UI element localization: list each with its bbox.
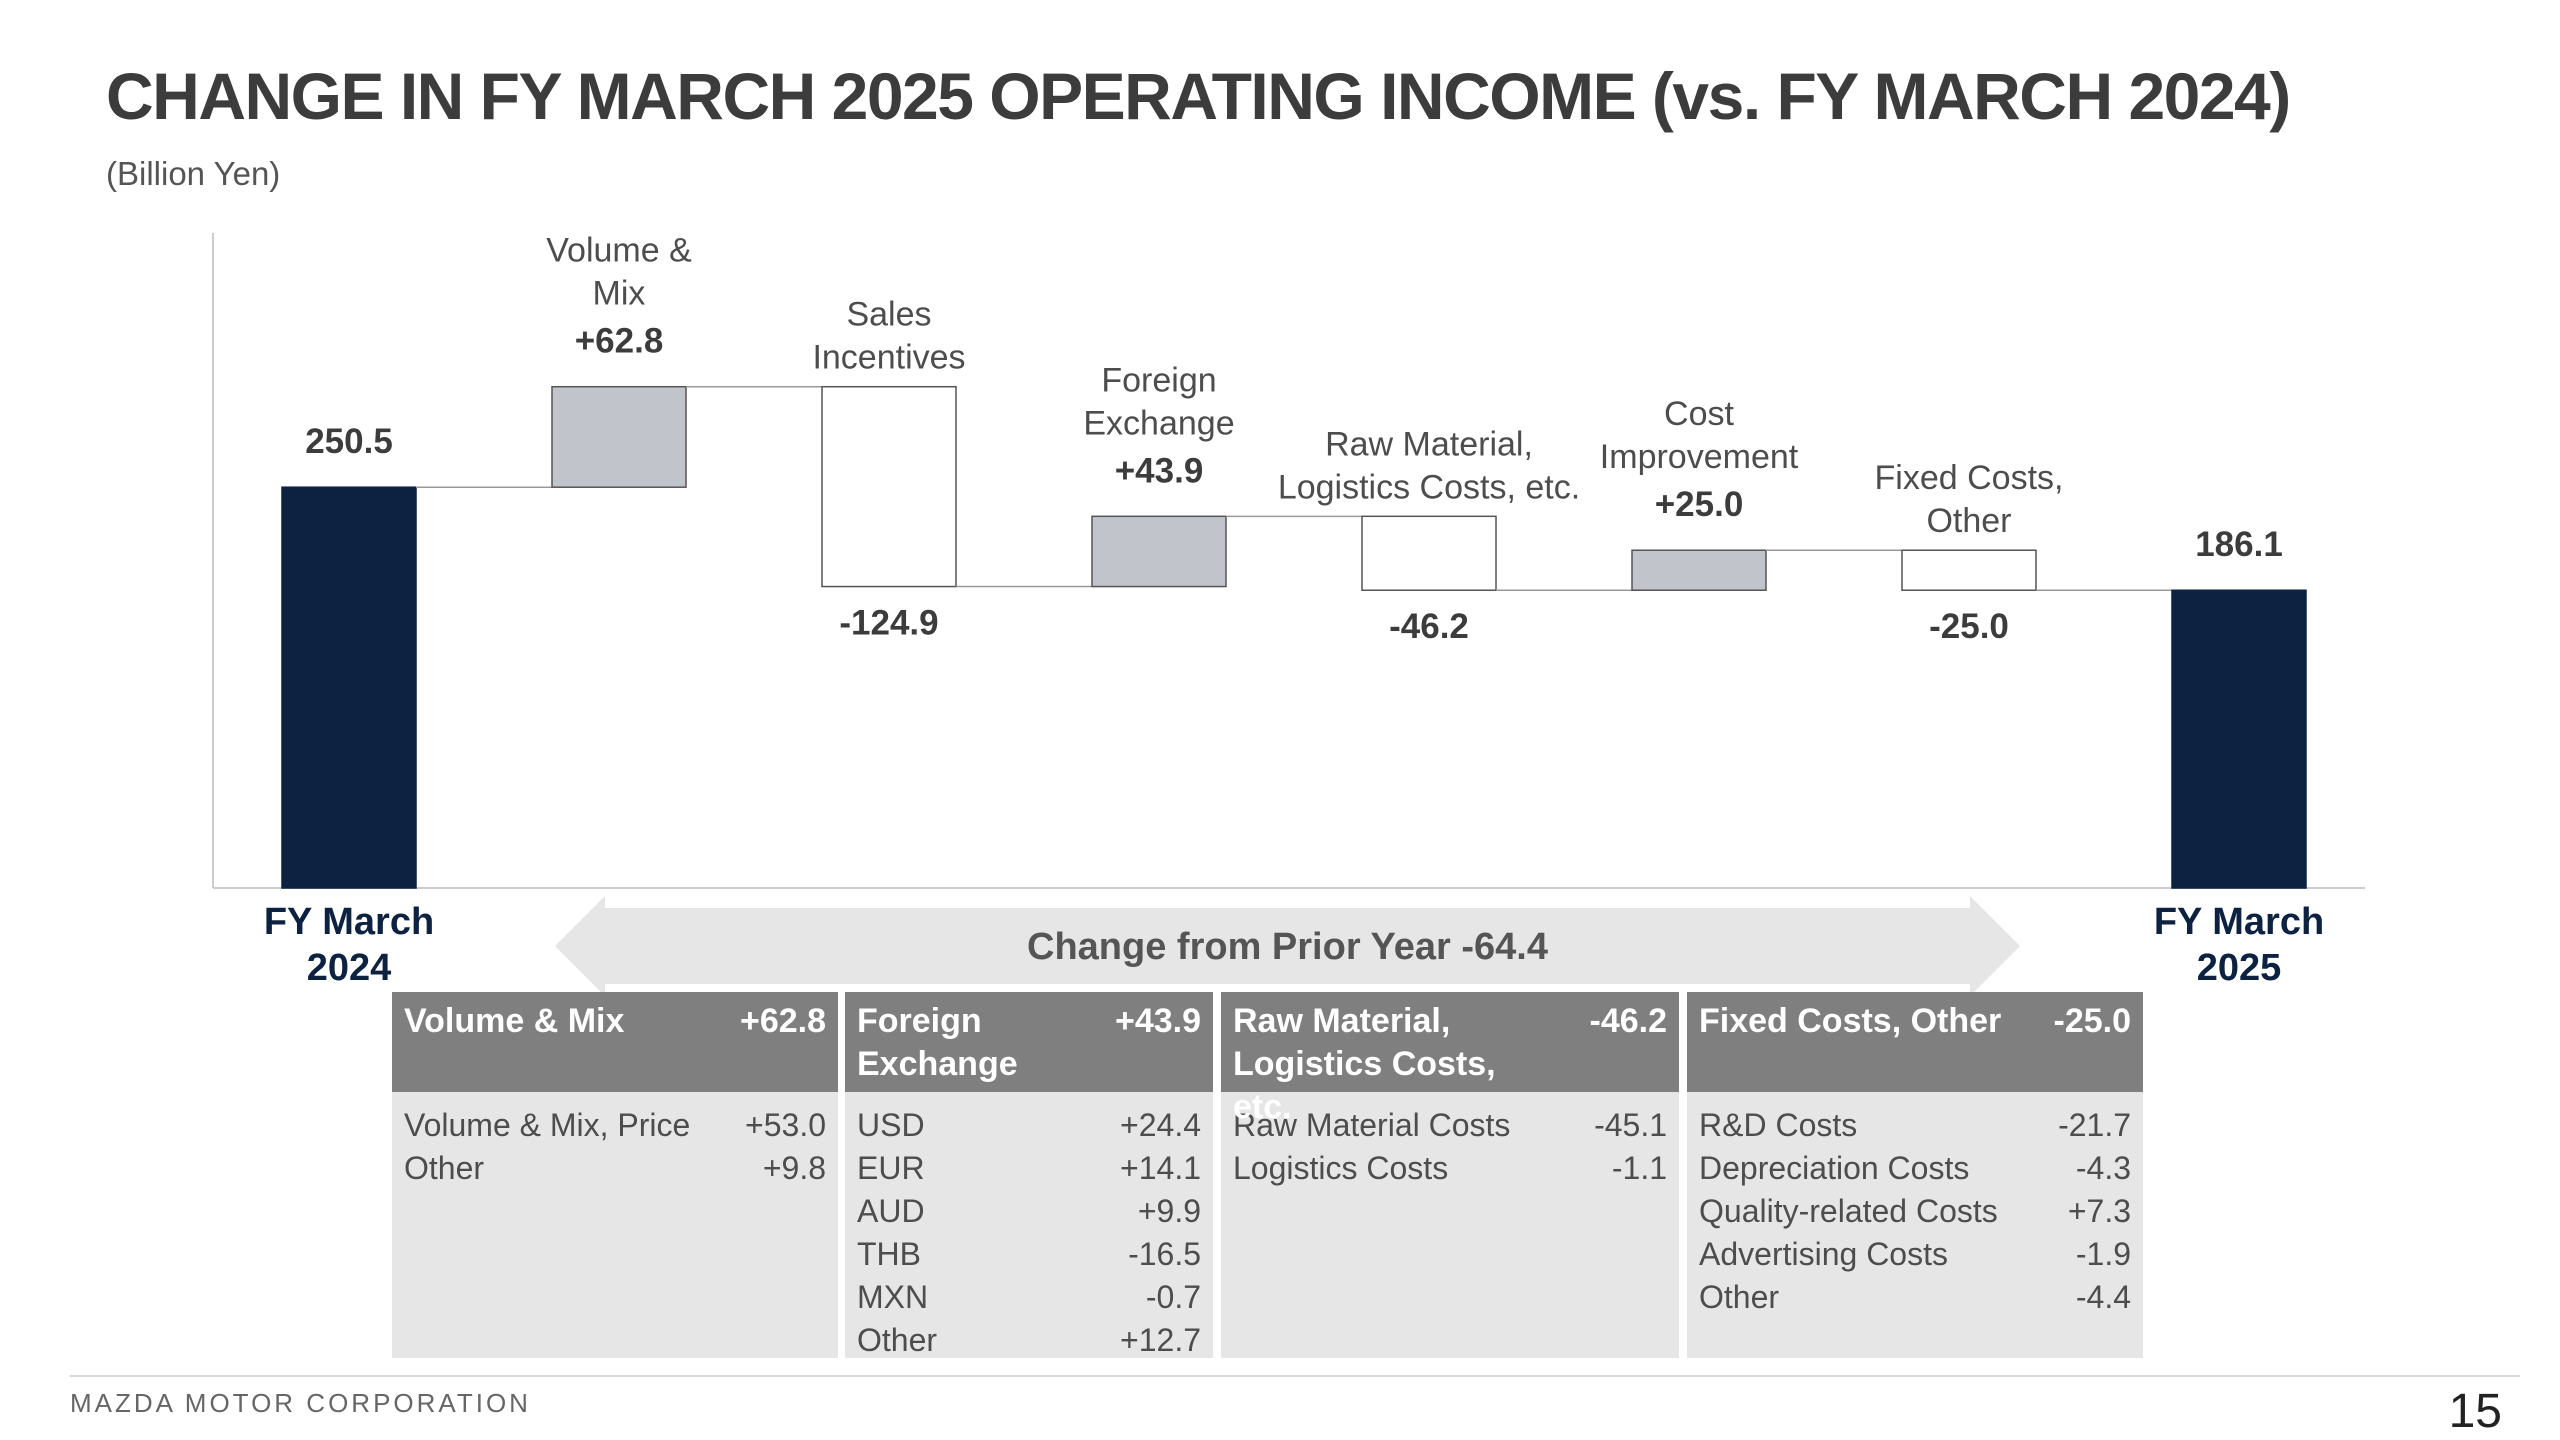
breakdown-total: -46.2 xyxy=(1589,1002,1668,1040)
bar xyxy=(1361,515,1497,591)
breakdown-row: AUD +9.9 xyxy=(857,1190,1201,1233)
breakdown-header: Fixed Costs, Other -25.0 xyxy=(1687,992,2143,1092)
breakdown-row: EUR +14.1 xyxy=(857,1147,1201,1190)
breakdown-header: Foreign Exchange +43.9 xyxy=(845,992,1213,1092)
footer-divider xyxy=(70,1375,2520,1377)
breakdown-row: Other -4.4 xyxy=(1699,1276,2131,1319)
breakdown-row: Quality-related Costs +7.3 xyxy=(1699,1190,2131,1233)
breakdown-title: Volume & Mix xyxy=(404,1002,625,1040)
bar xyxy=(1091,515,1227,588)
data-label: +62.8 xyxy=(575,322,664,361)
bar xyxy=(2171,589,2307,889)
row-label: EUR xyxy=(857,1150,925,1186)
breakdown-row: Other +9.8 xyxy=(404,1147,826,1190)
breakdown-row: THB -16.5 xyxy=(857,1233,1201,1276)
category-label: Fixed Costs, Other xyxy=(1875,459,2064,540)
page-number: 15 xyxy=(2448,1385,2502,1438)
row-value: -1.9 xyxy=(2075,1236,2131,1272)
breakdown-table: Raw Material, Logistics Costs, etc. -46.2… xyxy=(1221,992,1679,1358)
row-value: -4.3 xyxy=(2075,1150,2131,1186)
bar xyxy=(1901,549,2037,591)
row-label: THB xyxy=(857,1236,921,1272)
breakdown-table: Volume & Mix +62.8 Volume & Mix, Price +53.… xyxy=(392,992,838,1358)
category-label: Volume & Mix xyxy=(546,232,692,313)
row-label: R&D Costs xyxy=(1699,1107,1858,1143)
row-value: +12.7 xyxy=(1120,1322,1201,1358)
category-label: Raw Material, Logistics Costs, etc. xyxy=(1278,425,1580,506)
breakdown-row: MXN -0.7 xyxy=(857,1276,1201,1319)
bar xyxy=(551,385,687,488)
bar xyxy=(821,385,957,588)
axis-category-label: FY March 2025 xyxy=(2154,901,2324,989)
row-label: USD xyxy=(857,1107,925,1143)
row-label: Logistics Costs xyxy=(1233,1150,1449,1186)
breakdown-table: Foreign Exchange +43.9 USD +24.4 EUR +14.1 AUD… xyxy=(845,992,1213,1358)
row-label: Quality-related Costs xyxy=(1699,1193,1998,1229)
row-label: Depreciation Costs xyxy=(1699,1150,1970,1186)
data-label: 186.1 xyxy=(2195,525,2283,564)
row-label: Other xyxy=(857,1322,938,1358)
data-label: -46.2 xyxy=(1389,607,1469,646)
breakdown-total: +43.9 xyxy=(1114,1002,1201,1040)
row-label: AUD xyxy=(857,1193,925,1229)
row-value: -1.1 xyxy=(1611,1150,1667,1186)
category-label: Cost Improvement xyxy=(1600,395,1799,476)
data-label: +25.0 xyxy=(1655,485,1744,524)
breakdown-row: Other +12.7 xyxy=(857,1319,1201,1362)
breakdown-row: Advertising Costs -1.9 xyxy=(1699,1233,2131,1276)
axis-category-label: FY March 2024 xyxy=(264,901,434,989)
breakdown-title: Fixed Costs, Other xyxy=(1699,1002,2002,1040)
category-label: Foreign Exchange xyxy=(1083,361,1234,442)
page-title: CHANGE IN FY MARCH 2025 OPERATING INCOME… xyxy=(106,59,2291,133)
row-value: -4.4 xyxy=(2075,1279,2131,1315)
row-value: +14.1 xyxy=(1120,1150,1201,1186)
unit-label: (Billion Yen) xyxy=(106,155,281,192)
row-label: Raw Material Costs xyxy=(1233,1107,1511,1143)
row-value: +9.9 xyxy=(1137,1193,1201,1229)
breakdown-title: Raw Material, Logistics Costs, etc. xyxy=(1233,1002,1496,1126)
row-label: Other xyxy=(1699,1279,1780,1315)
breakdown-total: -25.0 xyxy=(2053,1002,2132,1040)
category-label: Sales Incentives xyxy=(812,296,965,377)
row-label: Other xyxy=(404,1150,485,1186)
change-arrow xyxy=(555,896,2020,996)
company-name: MAZDA MOTOR CORPORATION xyxy=(70,1388,531,1418)
row-value: +24.4 xyxy=(1120,1107,1201,1143)
breakdown-total: +62.8 xyxy=(739,1002,826,1040)
breakdown-table: Fixed Costs, Other -25.0 R&D Costs -21.7 Dep… xyxy=(1687,992,2143,1358)
breakdown-header: Raw Material, Logistics Costs, etc. -46.2 xyxy=(1221,992,1679,1126)
row-value: -0.7 xyxy=(1145,1279,1201,1315)
row-value: +9.8 xyxy=(762,1150,826,1186)
row-value: -45.1 xyxy=(1594,1107,1667,1143)
breakdown-row: R&D Costs -21.7 xyxy=(1699,1104,2131,1147)
row-label: MXN xyxy=(857,1279,929,1315)
data-label: +43.9 xyxy=(1115,451,1204,490)
breakdown-row: Logistics Costs -1.1 xyxy=(1233,1147,1667,1190)
breakdown-row: USD +24.4 xyxy=(857,1104,1201,1147)
row-value: +7.3 xyxy=(2067,1193,2131,1229)
breakdown-header: Volume & Mix +62.8 xyxy=(392,992,838,1092)
waterfall-chart: 250.5 FY March 2024 +62.8 Volume & Mix -124.9 S… xyxy=(212,232,2365,996)
bar xyxy=(281,486,417,889)
row-value: +53.0 xyxy=(745,1107,826,1143)
breakdown-row: Volume & Mix, Price +53.0 xyxy=(404,1104,826,1147)
bar xyxy=(1631,549,1767,591)
change-from-prior-year-label: Change from Prior Year -64.4 xyxy=(1027,926,1548,968)
breakdown-title: Foreign Exchange xyxy=(857,1002,1018,1083)
data-label: -25.0 xyxy=(1929,607,2009,646)
breakdown-row: Depreciation Costs -4.3 xyxy=(1699,1147,2131,1190)
row-label: Volume & Mix, Price xyxy=(404,1107,691,1143)
row-value: -16.5 xyxy=(1128,1236,1201,1272)
breakdown-row: Raw Material Costs -45.1 xyxy=(1233,1104,1667,1147)
row-value: -21.7 xyxy=(2058,1107,2131,1143)
data-label: -124.9 xyxy=(839,604,938,643)
row-label: Advertising Costs xyxy=(1699,1236,1948,1272)
data-label: 250.5 xyxy=(305,422,393,461)
